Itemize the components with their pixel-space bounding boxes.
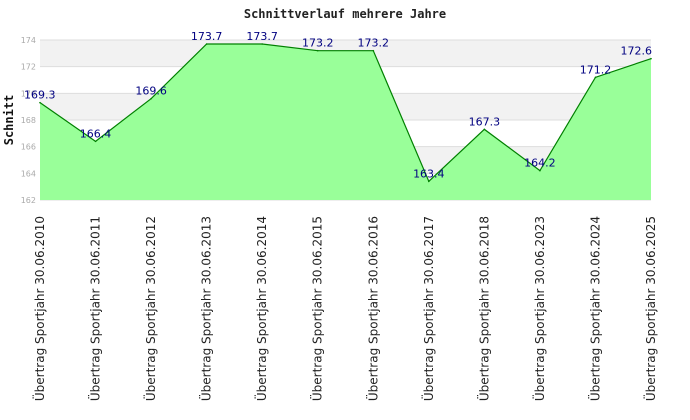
data-point: [316, 49, 319, 52]
data-point: [483, 128, 486, 131]
x-tick-label: Übertrag Sportjahr 30.06.2013: [198, 216, 214, 401]
x-tick-label: Übertrag Sportjahr 30.06.2025: [642, 216, 658, 401]
data-point: [150, 97, 152, 100]
data-point: [539, 169, 541, 172]
x-tick-label: Übertrag Sportjahr 30.06.2010: [31, 216, 47, 401]
x-tick-label: Übertrag Sportjahr 30.06.2015: [309, 216, 325, 401]
y-tick-label: 170: [21, 89, 36, 98]
data-label: 169.3: [24, 89, 56, 102]
y-tick-label: 162: [21, 196, 36, 205]
data-point: [594, 76, 597, 79]
y-tick-label: 172: [21, 63, 36, 72]
data-label: 167.3: [469, 115, 501, 128]
data-label: 173.2: [358, 37, 390, 50]
x-tick-label: Übertrag Sportjahr 30.06.2014: [253, 216, 269, 401]
series-line: [39, 43, 652, 183]
x-axis-ticks: Übertrag Sportjahr 30.06.2010 Übertrag Sp…: [31, 216, 658, 401]
data-labels: 169.3 166.4 169.6 173.7 173.7 173.2 173.2 163.4…: [24, 30, 652, 180]
data-label: 163.4: [413, 167, 445, 180]
x-tick-label: Übertrag Sportjahr 30.06.2011: [87, 216, 103, 401]
x-tick-label: Übertrag Sportjahr 30.06.2018: [475, 216, 491, 401]
x-tick-label: Übertrag Sportjahr 30.06.2024: [586, 216, 602, 401]
plot-series: [39, 43, 652, 200]
x-tick-label: Übertrag Sportjahr 30.06.2017: [420, 216, 436, 401]
y-axis-label: Schnitt: [2, 95, 16, 146]
data-point: [39, 101, 41, 104]
data-label: 173.7: [246, 30, 278, 43]
data-point: [428, 180, 430, 183]
y-tick-label: 164: [21, 169, 36, 178]
data-label: 169.6: [135, 85, 167, 98]
data-label: 172.6: [621, 45, 653, 58]
y-tick-label: 174: [21, 36, 36, 45]
y-tick-label: 166: [21, 143, 36, 152]
data-label: 164.2: [524, 157, 556, 170]
x-tick-label: Übertrag Sportjahr 30.06.2016: [364, 216, 380, 401]
x-tick-label: Übertrag Sportjahr 30.06.2012: [142, 216, 158, 401]
data-point: [261, 43, 263, 45]
y-tick-label: 168: [21, 116, 36, 125]
data-label: 166.4: [80, 127, 112, 140]
data-label: 171.2: [580, 63, 612, 76]
chart-title: Schnittverlauf mehrere Jahre: [244, 7, 446, 21]
data-point: [650, 57, 652, 60]
x-tick-label: Übertrag Sportjahr 30.06.2023: [531, 216, 547, 401]
data-point: [205, 43, 208, 45]
data-point: [372, 49, 375, 52]
series-area: [40, 44, 651, 200]
data-label: 173.2: [302, 37, 334, 50]
y-axis-ticks: 162 164 166 168 170 172 174: [21, 36, 36, 205]
data-point: [94, 140, 97, 143]
data-label: 173.7: [191, 30, 223, 43]
